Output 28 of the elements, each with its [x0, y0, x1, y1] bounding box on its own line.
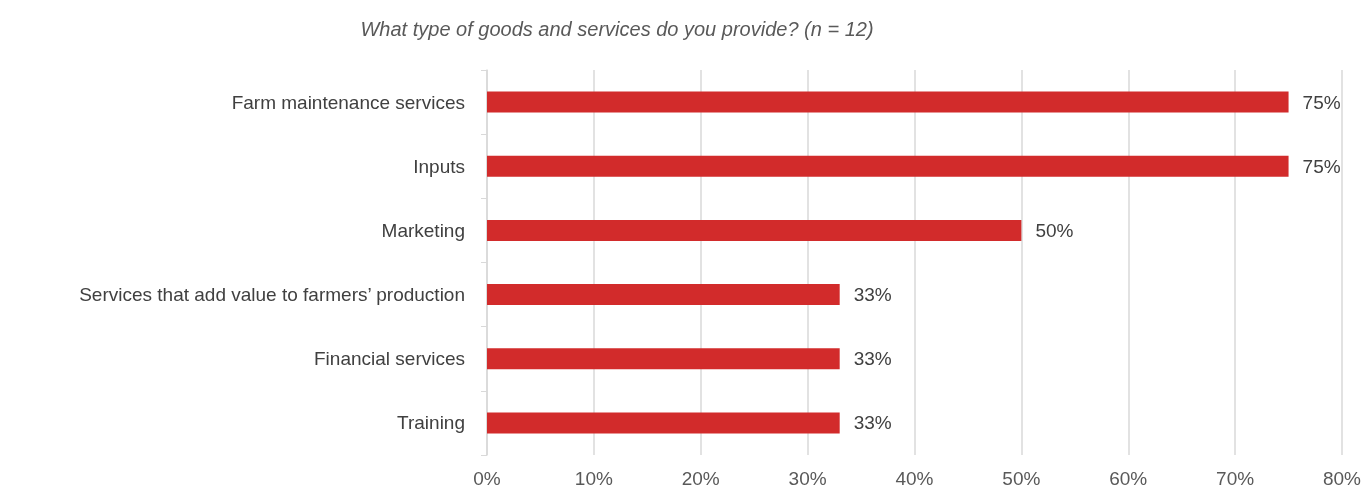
- data-label: 33%: [853, 284, 892, 306]
- bar: [487, 91, 1289, 113]
- y-tick-label: Marketing: [381, 219, 465, 241]
- y-tick-label: Farm maintenance services: [231, 91, 465, 113]
- bar: [487, 284, 840, 306]
- x-tick-label: 10%: [574, 468, 613, 489]
- x-tick-label: 80%: [1322, 468, 1362, 489]
- chart-title: What type of goods and services do you provide? (n = 12): [360, 18, 874, 40]
- data-label: 75%: [1302, 91, 1341, 113]
- x-tick-label: 60%: [1109, 468, 1148, 489]
- x-tick-label: 20%: [681, 468, 720, 489]
- x-tick-label: 50%: [1002, 468, 1041, 489]
- data-label: 33%: [853, 412, 892, 434]
- bar: [487, 348, 840, 370]
- x-tick-label: 30%: [788, 468, 827, 489]
- bar: [487, 219, 1022, 241]
- bar: [487, 155, 1289, 177]
- y-tick-label: Financial services: [314, 348, 465, 370]
- x-tick-label: 70%: [1216, 468, 1255, 489]
- x-tick-label: 0%: [473, 468, 501, 489]
- y-tick-label: Inputs: [413, 155, 465, 177]
- y-tick-label: Services that add value to farmers’ production: [79, 284, 465, 306]
- bar: [487, 412, 840, 434]
- y-tick-label: Training: [397, 412, 465, 434]
- x-tick-label: 40%: [895, 468, 934, 489]
- data-label: 50%: [1035, 219, 1074, 241]
- data-label: 33%: [853, 348, 892, 370]
- data-label: 75%: [1302, 155, 1341, 177]
